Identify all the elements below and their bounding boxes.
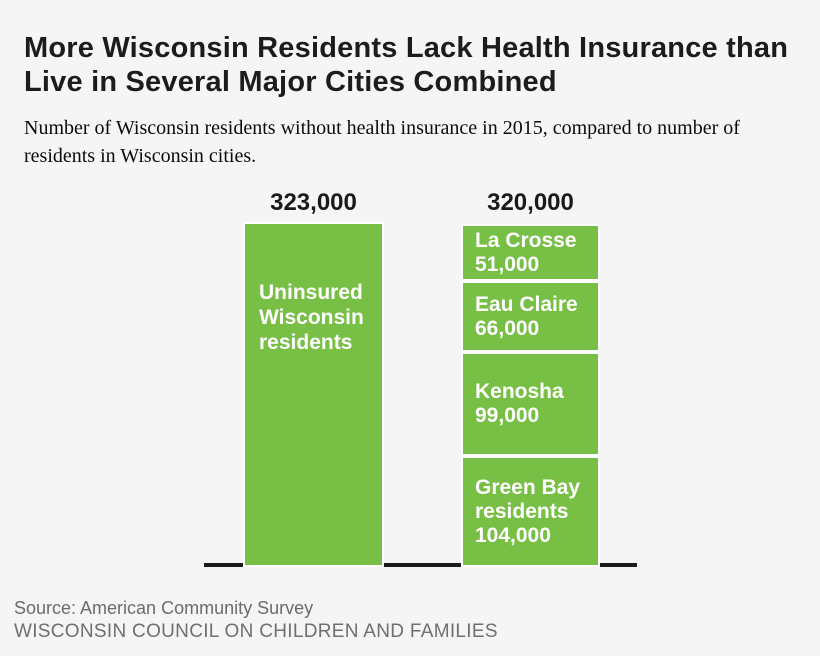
chart-title: More Wisconsin Residents Lack Health Ins…	[24, 31, 788, 99]
chart-title-line-2: Live in Several Major Cities Combined	[24, 66, 557, 98]
bar-segment-green-bay: Green Bay residents 104,000	[461, 456, 600, 567]
bar-segment-la-crosse: La Crosse 51,000	[461, 224, 600, 281]
chart-subtitle: Number of Wisconsin residents without he…	[24, 114, 740, 170]
segment-value: 66,000	[475, 316, 540, 340]
chart-title-line-1: More Wisconsin Residents Lack Health Ins…	[24, 32, 789, 64]
cities-total-label: 320,000	[487, 189, 574, 216]
uninsured-bar-label: Uninsured Wisconsin residents	[259, 281, 364, 354]
x-axis-baseline	[204, 563, 637, 567]
bar-segment-eau-claire: Eau Claire 66,000	[461, 281, 600, 352]
segment-value: 99,000	[475, 404, 540, 427]
segment-value: 51,000	[475, 252, 540, 276]
uninsured-total-label: 323,000	[270, 189, 357, 216]
segment-name: La Crosse	[475, 228, 577, 252]
source-note: Source: American Community Survey	[14, 598, 314, 618]
organization-name: WISCONSIN COUNCIL ON CHILDREN AND FAMILI…	[14, 621, 498, 642]
chart-subtitle-line-1: Number of Wisconsin residents without he…	[24, 117, 740, 139]
uninsured-residents-bar: Uninsured Wisconsin residents	[243, 222, 384, 567]
segment-value: 104,000	[475, 523, 551, 547]
city-populations-bar: La Crosse 51,000 Eau Claire 66,000 Kenos…	[461, 224, 600, 567]
bar-segment-kenosha: Kenosha 99,000	[461, 352, 600, 456]
segment-name: Kenosha	[475, 380, 564, 403]
segment-name: Green Bay residents	[475, 475, 581, 523]
chart-subtitle-line-2: residents in Wisconsin cities.	[24, 145, 257, 167]
segment-name: Eau Claire	[475, 292, 578, 316]
